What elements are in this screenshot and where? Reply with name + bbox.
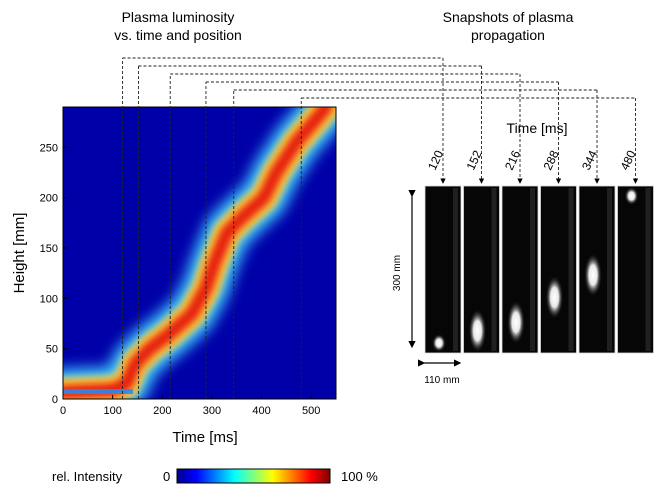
heatmap-x-axis-label: Time [ms] bbox=[172, 429, 237, 446]
y-tick-label: 200 bbox=[40, 193, 58, 205]
y-tick-label: 150 bbox=[40, 243, 58, 255]
colorbar-gradient bbox=[176, 468, 331, 484]
colorbar-min-label: 0 bbox=[163, 469, 170, 484]
snapshot-tube-wall bbox=[530, 188, 535, 351]
connector-344 bbox=[233, 89, 600, 399]
heatmap-x-ticks: 0 100 200 300 400 500 bbox=[60, 395, 320, 417]
y-tick-label: 0 bbox=[52, 394, 58, 406]
colorbar: rel. Intensity 0 100 % bbox=[52, 468, 378, 484]
snapshot-time-labels: 120 152 216 288 344 480 bbox=[425, 148, 639, 172]
width-scale-label: 110 mm bbox=[424, 375, 459, 386]
snapshots-title-line1: Snapshots of plasma bbox=[443, 9, 574, 25]
plasma-ignition-streak bbox=[63, 389, 133, 394]
x-tick-label: 0 bbox=[60, 405, 66, 417]
x-tick-label: 200 bbox=[153, 405, 171, 417]
heatmap-title-line1: Plasma luminosity bbox=[122, 9, 235, 25]
y-tick-label: 250 bbox=[40, 142, 58, 154]
snapshot-panel: Time [ms] 120 152 216 288 344 480 300 mm 110 … bbox=[392, 120, 654, 386]
colorbar-label: rel. Intensity bbox=[52, 469, 123, 484]
colorbar-max-label: 100 % bbox=[341, 469, 378, 484]
snapshot-tube-wall bbox=[491, 188, 497, 351]
heatmap-plot: 0 100 200 300 400 500 0 50 100 150 200 250 Time [m… bbox=[11, 106, 337, 446]
snapshot-frames bbox=[424, 185, 654, 354]
y-tick-label: 100 bbox=[40, 293, 58, 305]
snapshots-title-line2: propagation bbox=[471, 27, 545, 43]
snapshot-time-axis-label: Time [ms] bbox=[507, 120, 568, 136]
plasma-blob bbox=[432, 334, 446, 352]
time-marker-connectors bbox=[122, 57, 639, 399]
connector-152 bbox=[137, 65, 485, 399]
snapshot-tube-wall bbox=[453, 188, 458, 351]
plasma-blob bbox=[624, 187, 639, 205]
snapshot-frame-344 bbox=[578, 185, 616, 354]
heatmap-y-axis-label: Height [mm] bbox=[11, 213, 28, 294]
connector-480 bbox=[300, 97, 639, 399]
x-tick-label: 500 bbox=[302, 405, 320, 417]
snapshot-tube-wall bbox=[607, 188, 612, 351]
heatmap-bands bbox=[63, 107, 336, 399]
y-tick-label: 50 bbox=[46, 344, 58, 356]
connector-288 bbox=[205, 81, 562, 399]
snapshot-frame-288 bbox=[540, 185, 577, 354]
plasma-blob bbox=[584, 253, 602, 298]
snapshot-frame-216 bbox=[501, 185, 539, 354]
x-tick-label: 300 bbox=[203, 405, 221, 417]
snapshot-frame-480 bbox=[617, 185, 654, 354]
snapshot-frame-120 bbox=[424, 185, 462, 354]
x-tick-label: 400 bbox=[252, 405, 270, 417]
connector-120 bbox=[122, 57, 446, 399]
heatmap-frame bbox=[62, 106, 337, 400]
plasma-blob bbox=[468, 308, 487, 353]
plasma-blob bbox=[545, 275, 564, 320]
snapshot-tube-wall bbox=[645, 188, 651, 351]
height-scale-label: 300 mm bbox=[392, 255, 403, 291]
plasma-band-red bbox=[63, 107, 334, 399]
snapshot-tube-wall bbox=[568, 188, 574, 351]
connector-216 bbox=[169, 73, 523, 399]
x-tick-label: 100 bbox=[103, 405, 121, 417]
heatmap-title-line2: vs. time and position bbox=[114, 27, 242, 43]
snapshot-frame-152 bbox=[463, 185, 500, 354]
plasma-blob bbox=[507, 300, 525, 345]
heatmap-y-ticks: 0 50 100 150 200 250 bbox=[40, 142, 67, 406]
